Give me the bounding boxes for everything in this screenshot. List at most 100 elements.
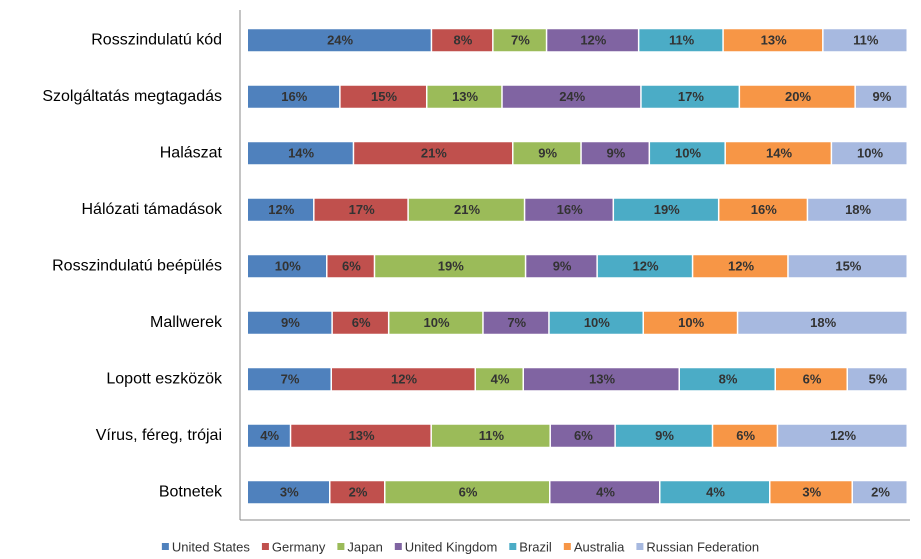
value-label: 7%: [507, 315, 526, 330]
legend-swatch: [509, 543, 517, 550]
bar-segment: [314, 198, 408, 221]
bar-segment: [389, 311, 483, 334]
value-label: 16%: [751, 202, 777, 217]
value-label: 10%: [678, 315, 704, 330]
value-label: 17%: [349, 202, 375, 217]
category-label: Hálózati támadások: [81, 201, 223, 218]
value-label: 15%: [371, 89, 397, 104]
value-label: 5%: [869, 372, 888, 387]
bar-segment: [614, 198, 718, 221]
legend-label: Germany: [272, 539, 326, 554]
bar-segment: [524, 368, 679, 391]
bar-segment: [432, 29, 493, 52]
category-label: Lopott eszközök: [106, 370, 223, 387]
bar-segment: [248, 481, 329, 504]
bar-segment: [248, 85, 340, 108]
bar-segment: [808, 198, 907, 221]
value-label: 2%: [349, 485, 368, 500]
bar-segment: [770, 481, 852, 504]
bar-segment: [513, 142, 581, 165]
value-label: 12%: [580, 33, 606, 48]
bar-segment: [483, 311, 549, 334]
value-label: 4%: [491, 372, 510, 387]
legend-label: United Kingdom: [405, 539, 498, 554]
value-label: 10%: [275, 259, 301, 274]
value-label: 6%: [352, 315, 371, 330]
bar-segment: [248, 198, 314, 221]
value-label: 19%: [654, 202, 680, 217]
bar-segment: [385, 481, 549, 504]
bar-segment: [853, 481, 907, 504]
value-label: 6%: [459, 485, 478, 500]
value-label: 12%: [728, 259, 754, 274]
bar-segment: [248, 368, 331, 391]
value-label: 10%: [675, 146, 701, 161]
bar-segment: [855, 85, 907, 108]
value-label: 6%: [342, 259, 361, 274]
legend-label: Brazil: [519, 539, 552, 554]
bar-segment: [547, 29, 638, 52]
value-label: 16%: [281, 89, 307, 104]
bar-segment: [550, 481, 659, 504]
value-label: 2%: [871, 485, 890, 500]
legend-swatch: [563, 543, 571, 550]
value-label: 16%: [557, 202, 583, 217]
bar-segment: [525, 198, 613, 221]
bar-segment: [248, 311, 332, 334]
bar-segment: [615, 424, 712, 447]
value-label: 21%: [421, 146, 447, 161]
value-label: 13%: [349, 428, 375, 443]
bar-segment: [776, 368, 847, 391]
bar-segment: [332, 368, 475, 391]
bar-segment: [550, 424, 615, 447]
bar-segment: [327, 255, 374, 278]
category-label: Rosszindulatú kód: [91, 31, 222, 48]
legend-swatch: [161, 543, 169, 550]
value-label: 13%: [761, 33, 787, 48]
category-label: Botnetek: [159, 483, 223, 500]
value-label: 14%: [766, 146, 792, 161]
value-label: 3%: [280, 485, 299, 500]
bar-segment: [581, 142, 649, 165]
bar-segment: [526, 255, 597, 278]
value-label: 8%: [719, 372, 738, 387]
bar-segment: [639, 29, 723, 52]
value-label: 6%: [574, 428, 593, 443]
bar-segment: [493, 29, 546, 52]
value-label: 19%: [438, 259, 464, 274]
bar-segment: [502, 85, 641, 108]
value-label: 17%: [678, 89, 704, 104]
value-label: 24%: [559, 89, 585, 104]
value-label: 18%: [810, 315, 836, 330]
value-label: 6%: [736, 428, 755, 443]
legend-swatch: [394, 543, 402, 550]
bar-segment: [738, 311, 907, 334]
bar-segment: [788, 255, 907, 278]
bar-segment: [740, 85, 855, 108]
value-label: 8%: [453, 33, 472, 48]
category-label: Szolgáltatás megtagadás: [42, 88, 222, 105]
bar-segment: [823, 29, 907, 52]
category-label: Mallwerek: [150, 314, 223, 331]
value-label: 18%: [845, 202, 871, 217]
bar-segment: [549, 311, 643, 334]
bar-segment: [291, 424, 431, 447]
bar-segment: [723, 29, 823, 52]
value-label: 3%: [802, 485, 821, 500]
legend-swatch: [636, 543, 644, 550]
legend-label: Russian Federation: [646, 539, 759, 554]
bar-segment: [660, 481, 769, 504]
bar-segment: [408, 198, 524, 221]
value-label: 9%: [607, 146, 626, 161]
bar-segment: [680, 368, 775, 391]
bar-segment: [427, 85, 502, 108]
legend-label: Australia: [574, 539, 625, 554]
bar-segment: [725, 142, 831, 165]
value-label: 11%: [669, 33, 695, 48]
bar-segment: [340, 85, 426, 108]
value-label: 11%: [853, 33, 879, 48]
value-label: 21%: [454, 202, 480, 217]
bar-segment: [248, 255, 327, 278]
bar-segment: [693, 255, 788, 278]
